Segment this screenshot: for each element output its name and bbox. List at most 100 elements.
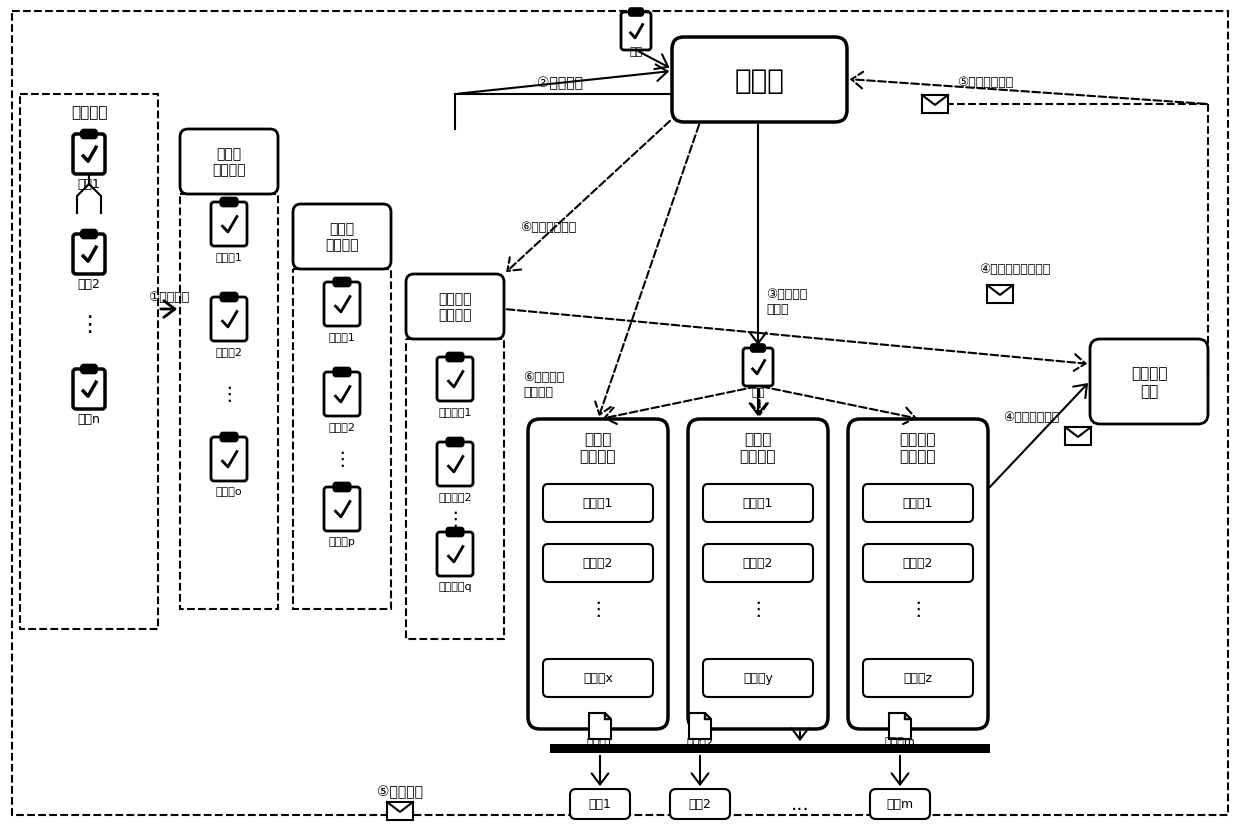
- Text: ...: ...: [791, 795, 810, 814]
- FancyBboxPatch shape: [82, 131, 97, 138]
- FancyBboxPatch shape: [863, 544, 973, 582]
- Polygon shape: [889, 713, 911, 739]
- Text: 即时任务1: 即时任务1: [438, 407, 471, 417]
- Bar: [293, 270, 391, 609]
- Bar: [387, 802, 413, 820]
- FancyBboxPatch shape: [221, 294, 237, 302]
- FancyBboxPatch shape: [863, 485, 973, 523]
- Text: 执行器2: 执行器2: [743, 557, 774, 570]
- Bar: [1065, 428, 1091, 446]
- Text: 执行器1: 执行器1: [583, 497, 614, 510]
- FancyBboxPatch shape: [221, 433, 237, 442]
- Text: ⋮: ⋮: [219, 385, 239, 404]
- Text: 子任务m: 子任务m: [884, 736, 915, 746]
- Text: 调度器: 调度器: [734, 66, 785, 94]
- Bar: [551, 744, 990, 753]
- Text: ⋮: ⋮: [332, 450, 352, 469]
- Polygon shape: [704, 713, 711, 719]
- Text: ⑥调整执行: ⑥调整执行: [523, 371, 564, 384]
- FancyBboxPatch shape: [751, 345, 765, 352]
- Text: ⋮: ⋮: [748, 600, 768, 619]
- FancyBboxPatch shape: [211, 203, 247, 246]
- FancyBboxPatch shape: [703, 485, 813, 523]
- Text: 即时任务q: 即时任务q: [438, 581, 471, 591]
- Text: ⑤统计结果反馈: ⑤统计结果反馈: [957, 76, 1013, 89]
- Text: 任务2: 任务2: [78, 278, 100, 291]
- Text: ④采集等待队列信息: ④采集等待队列信息: [980, 263, 1050, 276]
- FancyBboxPatch shape: [436, 442, 472, 486]
- Bar: [987, 285, 1013, 304]
- Text: 短任务
执行器池: 短任务 执行器池: [740, 431, 776, 464]
- Text: 长任务
等待队列: 长任务 等待队列: [212, 146, 246, 177]
- FancyBboxPatch shape: [82, 366, 97, 373]
- Text: ⋮: ⋮: [445, 510, 465, 528]
- FancyBboxPatch shape: [446, 354, 463, 361]
- Text: 上层应用: 上层应用: [71, 105, 107, 121]
- FancyBboxPatch shape: [870, 789, 930, 819]
- FancyBboxPatch shape: [334, 279, 350, 287]
- FancyBboxPatch shape: [570, 789, 630, 819]
- Text: ②取出任务: ②取出任务: [537, 76, 583, 90]
- FancyBboxPatch shape: [436, 357, 472, 402]
- FancyBboxPatch shape: [73, 235, 105, 275]
- FancyBboxPatch shape: [672, 38, 847, 123]
- Bar: [180, 195, 278, 609]
- Text: 器执行: 器执行: [766, 304, 789, 316]
- FancyBboxPatch shape: [293, 205, 391, 270]
- Text: 器池大小: 器池大小: [523, 386, 553, 399]
- Text: ①放入队列: ①放入队列: [149, 291, 190, 304]
- Text: 线程1: 线程1: [589, 797, 611, 810]
- Text: 长任务1: 长任务1: [216, 251, 243, 261]
- Text: 子任务1: 子任务1: [587, 736, 614, 746]
- FancyBboxPatch shape: [180, 130, 278, 195]
- FancyBboxPatch shape: [543, 485, 653, 523]
- Text: 子任务2: 子任务2: [687, 736, 713, 746]
- Circle shape: [78, 136, 100, 158]
- Polygon shape: [589, 713, 611, 739]
- FancyBboxPatch shape: [82, 231, 97, 238]
- Text: ⋮: ⋮: [588, 600, 608, 619]
- FancyBboxPatch shape: [334, 369, 350, 376]
- FancyBboxPatch shape: [543, 659, 653, 697]
- Text: 长任务2: 长任务2: [216, 347, 243, 356]
- Bar: [20, 95, 157, 629]
- Text: 执行器2: 执行器2: [583, 557, 614, 570]
- Bar: [405, 340, 503, 639]
- FancyBboxPatch shape: [863, 659, 973, 697]
- FancyBboxPatch shape: [528, 419, 668, 729]
- Text: 短任务
等待队列: 短任务 等待队列: [325, 222, 358, 251]
- FancyBboxPatch shape: [621, 13, 651, 51]
- Text: 线程2: 线程2: [688, 797, 712, 810]
- Text: ③分配执行: ③分配执行: [766, 288, 807, 301]
- Polygon shape: [905, 713, 911, 719]
- Text: 执行器x: 执行器x: [583, 672, 613, 685]
- FancyBboxPatch shape: [211, 437, 247, 481]
- Text: 长任务
执行器池: 长任务 执行器池: [580, 431, 616, 464]
- Text: 任务: 任务: [630, 47, 642, 57]
- FancyBboxPatch shape: [446, 528, 463, 537]
- Text: ⑤结果上报: ⑤结果上报: [377, 784, 423, 798]
- Text: 任务1: 任务1: [78, 179, 100, 191]
- FancyBboxPatch shape: [848, 419, 988, 729]
- FancyBboxPatch shape: [73, 370, 105, 409]
- FancyBboxPatch shape: [324, 372, 360, 417]
- Polygon shape: [689, 713, 711, 739]
- FancyBboxPatch shape: [688, 419, 828, 729]
- Text: 执行器z: 执行器z: [904, 672, 932, 685]
- FancyBboxPatch shape: [211, 298, 247, 342]
- FancyBboxPatch shape: [1090, 340, 1208, 424]
- Text: 线程m: 线程m: [887, 797, 914, 810]
- Text: ④收集运行信息: ④收集运行信息: [1003, 411, 1059, 424]
- FancyBboxPatch shape: [743, 348, 773, 386]
- Text: ⑥调整任务类型: ⑥调整任务类型: [520, 222, 577, 234]
- Text: 执行器1: 执行器1: [743, 497, 774, 510]
- FancyBboxPatch shape: [670, 789, 730, 819]
- Text: 任务n: 任务n: [78, 413, 100, 426]
- Text: 任务: 任务: [751, 388, 765, 398]
- Text: 执行器y: 执行器y: [743, 672, 773, 685]
- Text: 即时任务2: 即时任务2: [438, 491, 471, 501]
- Text: 运行信息
统计: 运行信息 统计: [1131, 366, 1167, 399]
- FancyBboxPatch shape: [221, 198, 237, 207]
- Text: 短任务2: 短任务2: [329, 422, 356, 432]
- FancyBboxPatch shape: [629, 10, 642, 17]
